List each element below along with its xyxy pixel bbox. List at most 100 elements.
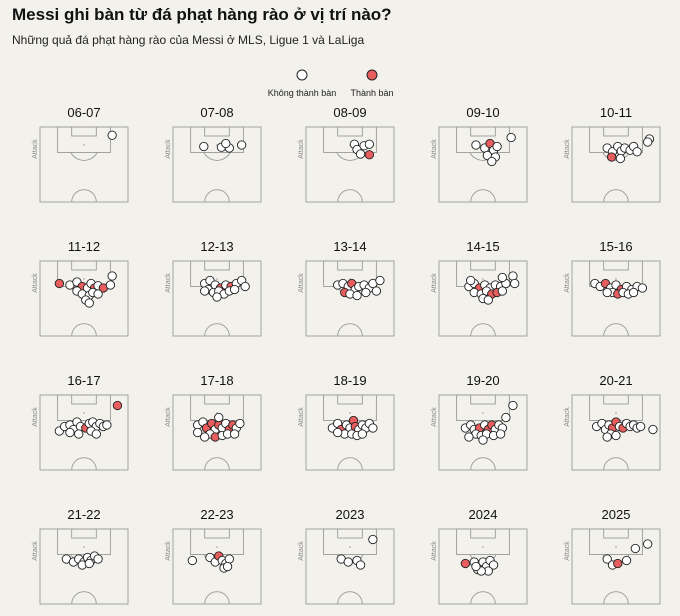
penalty-spot [349, 412, 351, 414]
shot-no-goal [333, 427, 343, 438]
six-yard-box [71, 260, 97, 271]
shot-no-goal [375, 275, 385, 286]
shot-no-goal [91, 429, 101, 439]
panel-title: 21-22 [67, 507, 100, 522]
shot-goal [364, 150, 375, 160]
penalty-box [456, 528, 510, 555]
centre-circle [71, 457, 97, 471]
shot-no-goal [368, 423, 378, 433]
shot-no-goal [84, 558, 94, 569]
six-yard-box [470, 260, 496, 271]
panel-title: 08-09 [333, 105, 366, 120]
shot-no-goal [187, 555, 198, 566]
pitch-panel-14-15: 14-15 Attack [431, 239, 528, 337]
pitch-outline [172, 528, 262, 605]
centre-circle [337, 189, 363, 203]
axis-label-attack: Attack [32, 407, 39, 427]
shot-goal [460, 558, 471, 569]
six-yard-box [603, 528, 629, 539]
shot-no-goal [93, 289, 103, 299]
six-yard-box [603, 126, 629, 137]
centre-circle [337, 323, 363, 337]
chart-title: Messi ghi bàn từ đá phạt hàng rào ở vị t… [12, 5, 392, 24]
pitch-panel-13-14: 13-14 Attack [298, 239, 395, 337]
shot-no-goal [621, 555, 632, 566]
axis-label-attack: Attack [564, 541, 571, 561]
penalty-spot [482, 278, 484, 280]
pitch-panel-17-18: 17-18 Attack [165, 373, 262, 471]
penalty-spot [482, 412, 484, 414]
axis-label-attack: Attack [298, 541, 305, 561]
shot-no-goal [602, 287, 612, 298]
penalty-spot [216, 546, 218, 548]
six-yard-box [603, 260, 629, 271]
panel-title: 18-19 [333, 373, 366, 388]
shot-no-goal [240, 281, 250, 292]
pitch-panel-19-20: 19-20 Attack [431, 373, 528, 471]
shot-no-goal [224, 554, 234, 564]
shot-no-goal [632, 147, 642, 157]
pitch-panel-12-13: 12-13 Attack [165, 239, 262, 337]
centre-circle [470, 591, 496, 605]
centre-circle [71, 189, 97, 203]
panel-title: 11-12 [68, 239, 100, 254]
axis-label-attack: Attack [165, 407, 172, 427]
shot-no-goal [643, 539, 653, 549]
shot-no-goal [497, 286, 508, 296]
shot-no-goal [236, 140, 247, 150]
penalty-spot [83, 144, 85, 146]
centre-circle [470, 323, 496, 337]
shot-no-goal [471, 561, 481, 572]
panel-title: 13-14 [333, 239, 366, 254]
six-yard-box [337, 260, 363, 271]
legend-label-no-goal: Không thành bàn [268, 88, 337, 98]
shot-no-goal [635, 421, 646, 432]
penalty-spot [83, 546, 85, 548]
shot-no-goal [199, 141, 209, 152]
shot-no-goal [200, 286, 210, 296]
penalty-spot [83, 278, 85, 280]
centre-circle [204, 323, 230, 337]
shot-no-goal [510, 278, 520, 289]
penalty-box [323, 528, 377, 555]
axis-label-attack: Attack [431, 273, 438, 293]
penalty-box [190, 528, 244, 555]
shot-no-goal [214, 412, 224, 423]
six-yard-box [470, 528, 496, 539]
shot-no-goal [355, 149, 366, 159]
pitch-panel-10-11: 10-11 Attack [564, 105, 661, 203]
pitch-outline [305, 126, 395, 203]
shot-no-goal [107, 130, 117, 140]
shot-no-goal [105, 280, 116, 290]
shot-no-goal [487, 156, 497, 167]
shot-no-goal [478, 435, 488, 445]
penalty-arc [602, 152, 630, 161]
penalty-arc [203, 152, 231, 161]
centre-circle [470, 457, 496, 471]
centre-circle [204, 457, 230, 471]
pitch-outline [305, 528, 395, 605]
pitch-panel-08-09: 08-09 Attack [298, 105, 395, 203]
six-yard-box [470, 126, 496, 137]
centre-circle [71, 591, 97, 605]
panel-title: 2023 [336, 507, 365, 522]
shot-no-goal [343, 557, 353, 567]
shot-no-goal [352, 290, 362, 301]
shot-no-goal [355, 560, 366, 570]
shot-no-goal [74, 429, 84, 439]
shot-no-goal [93, 554, 103, 564]
pitch-outline [571, 260, 661, 337]
panel-title: 14-15 [466, 239, 499, 254]
pitch-panel-15-16: 15-16 Attack [564, 239, 661, 337]
penalty-spot [615, 546, 617, 548]
shot-no-goal [221, 138, 231, 149]
axis-label-attack: Attack [564, 273, 571, 293]
shot-no-goal [483, 295, 493, 305]
six-yard-box [71, 394, 97, 405]
shot-no-goal [229, 429, 240, 439]
centre-circle [470, 189, 496, 203]
shot-no-goal [497, 272, 508, 283]
pitch-panel-16-17: 16-17 Attack [32, 373, 129, 471]
axis-label-attack: Attack [165, 139, 172, 159]
